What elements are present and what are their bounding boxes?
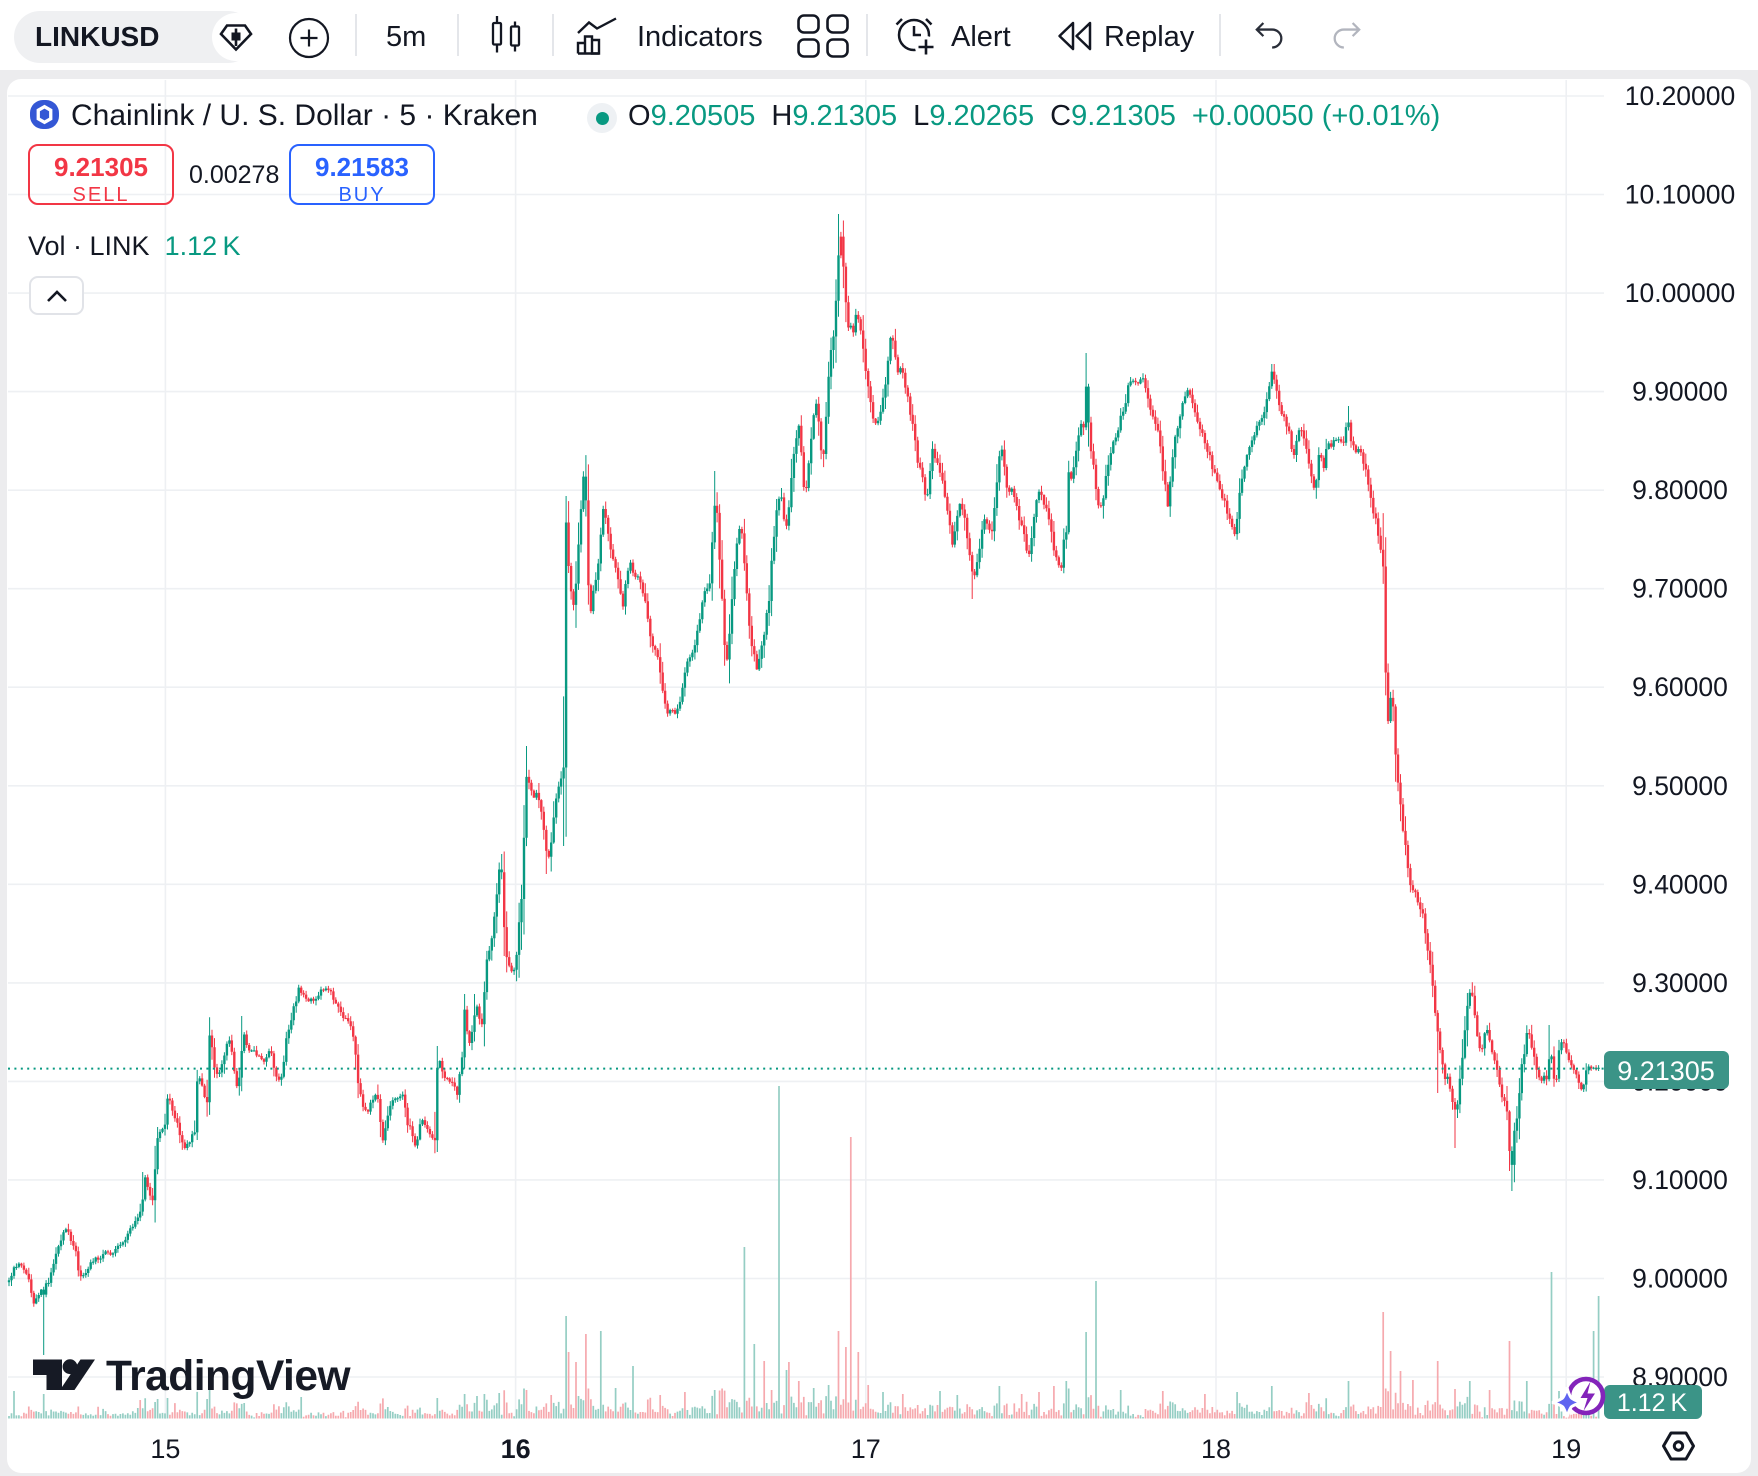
svg-text:15: 15 bbox=[150, 1434, 180, 1464]
svg-text:18: 18 bbox=[1201, 1434, 1231, 1464]
svg-text:16: 16 bbox=[501, 1434, 531, 1464]
svg-text:10.00000: 10.00000 bbox=[1625, 278, 1736, 308]
svg-text:9.60000: 9.60000 bbox=[1632, 672, 1728, 702]
svg-text:9.00000: 9.00000 bbox=[1632, 1264, 1728, 1294]
svg-text:9.40000: 9.40000 bbox=[1632, 869, 1728, 899]
svg-text:10.10000: 10.10000 bbox=[1625, 180, 1736, 210]
svg-text:9.50000: 9.50000 bbox=[1632, 771, 1728, 801]
svg-text:9.30000: 9.30000 bbox=[1632, 968, 1728, 998]
svg-text:9.90000: 9.90000 bbox=[1632, 377, 1728, 407]
svg-text:9.10000: 9.10000 bbox=[1632, 1165, 1728, 1195]
svg-text:10.20000: 10.20000 bbox=[1625, 81, 1736, 111]
svg-text:9.70000: 9.70000 bbox=[1632, 574, 1728, 604]
svg-text:19: 19 bbox=[1551, 1434, 1581, 1464]
svg-text:17: 17 bbox=[851, 1434, 881, 1464]
svg-text:TradingView: TradingView bbox=[106, 1353, 352, 1400]
svg-text:1.12 K: 1.12 K bbox=[1617, 1389, 1688, 1417]
svg-text:9.21305: 9.21305 bbox=[1617, 1056, 1715, 1086]
svg-text:9.80000: 9.80000 bbox=[1632, 475, 1728, 505]
